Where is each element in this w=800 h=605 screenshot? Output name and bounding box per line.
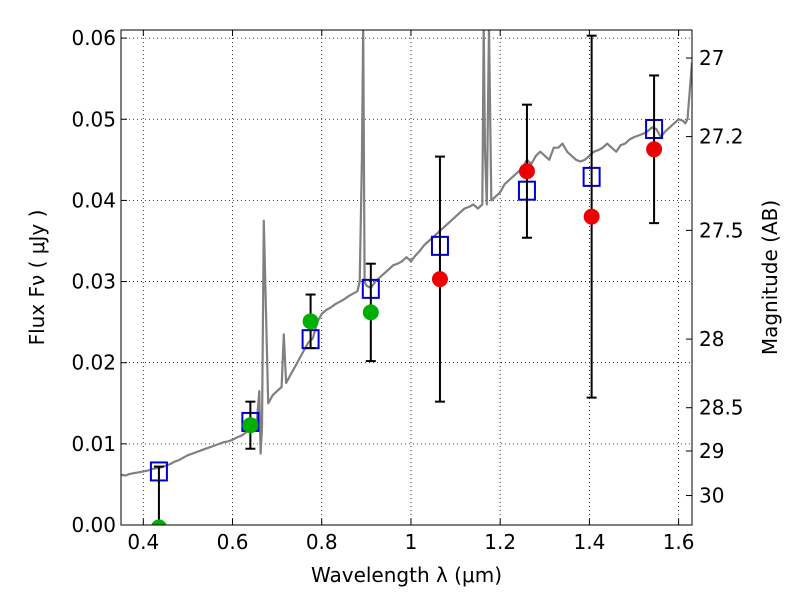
- data-layer: [121, 30, 692, 525]
- y2-tick-label: 30: [699, 484, 724, 508]
- y-tick-label: 0.05: [71, 107, 116, 131]
- y-tick-label: 0.02: [71, 351, 116, 375]
- x-tick-label: 0.8: [306, 530, 338, 554]
- x-tick-label: 0.4: [127, 530, 159, 554]
- y2-axis-label: Magnitude (AB): [758, 200, 782, 355]
- observed-flux-point: [518, 163, 535, 180]
- plot-frame: [120, 29, 693, 526]
- model-spectrum-line: [121, 30, 692, 477]
- observed-flux-point: [583, 208, 600, 225]
- x-tick-label: 1.6: [663, 530, 695, 554]
- x-tick-label: 1.2: [484, 530, 516, 554]
- ticks: 0.4 0.6 0.8 1 1.2 1.4 1.6 0.00 0.01 0.02 0.03 0.04 0…: [71, 26, 743, 554]
- observed-flux-point: [151, 519, 167, 525]
- y-tick-label: 0.06: [71, 26, 116, 50]
- observed-flux-point: [302, 313, 319, 330]
- y-tick-label: 0.04: [71, 188, 116, 212]
- x-tick-label: 0.6: [217, 530, 249, 554]
- y2-tick-label: 29: [699, 439, 724, 463]
- y-tick-label: 0.01: [71, 432, 116, 456]
- x-tick-label: 1.4: [573, 530, 605, 554]
- x-tick-label: 1: [405, 530, 418, 554]
- y2-tick-label: 27.5: [699, 218, 744, 242]
- y2-tick-label: 28.5: [699, 396, 744, 420]
- y2-tick-label: 27.2: [699, 125, 744, 149]
- y2-tick-label: 27: [699, 46, 724, 70]
- y2-tick-label: 28: [699, 327, 724, 351]
- observed-flux-point: [362, 304, 379, 321]
- x-axis-label: Wavelength λ (μm): [311, 563, 502, 587]
- observed-flux-point: [431, 271, 448, 288]
- y-axis-label: Flux Fν ( μJy ): [25, 210, 49, 346]
- plot-area: [121, 30, 692, 525]
- observed-flux-point: [242, 417, 259, 434]
- observed-flux-point: [646, 141, 663, 158]
- y-tick-label: 0.03: [71, 270, 116, 294]
- grid: [121, 30, 692, 525]
- y-tick-label: 0.00: [71, 513, 116, 537]
